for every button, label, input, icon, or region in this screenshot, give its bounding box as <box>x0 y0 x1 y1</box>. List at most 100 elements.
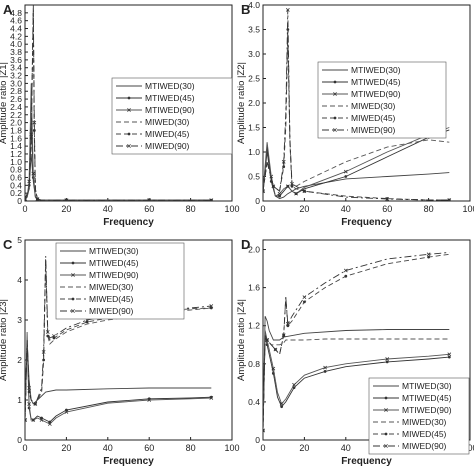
series-point <box>385 357 390 361</box>
series-point <box>292 382 296 387</box>
series-point <box>33 402 38 406</box>
panel-c: 0 20 40 60 80 100 0 1 2 3 4 5 Frequency Amplitude rat… <box>0 235 240 467</box>
legend-entry: MIWED(45) <box>402 429 447 439</box>
series-point <box>263 189 265 194</box>
series-line-miwed45 <box>263 253 450 431</box>
legend: MTIWED(30) MTIWED(45) MTIWED(90) MIWED(30) M… <box>55 242 185 320</box>
x-tick-label: 60 <box>382 204 392 214</box>
y-tick-label: 3.5 <box>248 25 260 35</box>
legend: MTIWED(30) MTIWED(45) MTIWED(90) MIWED(30) M… <box>368 377 470 455</box>
y-tick-label: 1.0 <box>10 157 22 167</box>
series-point <box>290 184 294 188</box>
x-tick-label: 60 <box>144 443 154 453</box>
series-point <box>344 274 348 278</box>
y-tick-label: 4.0 <box>10 39 22 49</box>
y-tick-label: 3.0 <box>248 49 260 59</box>
series-point <box>278 194 281 198</box>
series-point <box>294 191 299 196</box>
legend-entry: MTIWED(30) <box>89 246 139 256</box>
series-point <box>285 321 290 326</box>
legend-box <box>317 61 447 139</box>
y-axis-label: Amplitude ratio |Z1| <box>0 62 9 144</box>
legend: MTIWED(30) MTIWED(45) MTIWED(90) MIWED(30) M… <box>317 61 447 139</box>
series-point <box>27 386 32 390</box>
legend-entry: MIWED(30) <box>402 417 447 427</box>
x-tick-label: 80 <box>186 204 196 214</box>
legend-entry: MIWED(45) <box>145 129 190 139</box>
series-point <box>31 171 36 176</box>
series-line-mtiwed30 <box>25 153 212 201</box>
panel-label: C <box>3 237 13 252</box>
y-tick-label: 4.8 <box>10 8 22 18</box>
y-tick-label: 3.2 <box>10 71 22 81</box>
x-tick-label: 20 <box>299 443 309 453</box>
series-point <box>47 422 52 426</box>
legend-entry: MTIWED(45) <box>402 393 452 403</box>
x-tick-label: 0 <box>22 204 27 214</box>
series-line-mtiwed90 <box>25 331 212 425</box>
series-point <box>385 197 390 201</box>
legend-entry: MTIWED(30) <box>402 381 452 391</box>
legend-marker <box>127 96 131 100</box>
x-axis-label: Frequency <box>341 456 392 467</box>
y-tick-label: 0.4 <box>10 180 22 190</box>
y-axis-label: Amplitude ratio |Z4| <box>236 299 247 381</box>
series-line-mtiwed30 <box>25 339 212 421</box>
legend-entry: MIWED(30) <box>89 282 134 292</box>
y-tick-label: 4.0 <box>248 0 260 10</box>
series-line-mtiwed45 <box>263 335 450 431</box>
y-tick-label: 1.8 <box>10 125 22 135</box>
series-point <box>385 360 389 364</box>
series-point <box>285 184 290 189</box>
series-point <box>280 405 284 409</box>
series-point <box>42 358 46 362</box>
series-point <box>303 300 306 304</box>
series-point <box>281 333 286 338</box>
series-group <box>25 5 214 201</box>
legend-box <box>55 242 185 320</box>
y-tick-label: 3 <box>17 315 22 325</box>
y-tick-label: 0.2 <box>10 188 22 198</box>
series-point <box>323 365 327 370</box>
y-tick-label: 0.6 <box>10 172 22 182</box>
y-tick-label: 4.4 <box>10 24 22 34</box>
legend-entry: MTIWED(30) <box>351 65 401 75</box>
y-tick-label: 2 <box>17 355 22 365</box>
legend-box <box>368 377 470 455</box>
series-point <box>290 181 294 186</box>
legend-entry: MTIWED(30) <box>145 81 195 91</box>
legend: MTIWED(30) MTIWED(45) MTIWED(90) MIWED(30) M… <box>111 77 233 155</box>
legend-marker <box>384 432 388 436</box>
series-point <box>323 370 327 373</box>
x-tick-label: 40 <box>103 204 113 214</box>
series-point <box>45 330 50 334</box>
x-tick-label: 100 <box>224 204 239 214</box>
y-tick-label: 2.6 <box>10 94 22 104</box>
panel-a: 0 20 40 60 80 100 00.20.40.60.81.01.21.41.61.8… <box>0 2 240 228</box>
legend-entry: MTIWED(45) <box>351 77 401 87</box>
series-point <box>65 408 68 412</box>
x-axis-label: Frequency <box>103 217 154 228</box>
legend-entry: MIWED(30) <box>145 117 190 127</box>
series-point <box>29 132 34 137</box>
plot-frame <box>24 239 233 441</box>
legend-entry: MIWED(30) <box>351 101 396 111</box>
y-tick-label: 1.4 <box>10 141 22 151</box>
x-tick-label: 80 <box>186 443 196 453</box>
series-point <box>31 418 36 422</box>
series-point <box>285 8 290 12</box>
y-tick-label: 2.5 <box>248 74 260 84</box>
y-tick-label: 5 <box>17 235 22 245</box>
y-tick-label: 2.0 <box>10 118 22 128</box>
legend-marker <box>127 108 131 112</box>
series-point <box>85 320 89 324</box>
x-tick-label: 60 <box>144 204 154 214</box>
series-point <box>35 197 40 201</box>
legend-entry: MIWED(90) <box>351 125 396 135</box>
legend-entry: MTIWED(90) <box>145 105 195 115</box>
legend-box <box>111 77 233 155</box>
series-point <box>277 191 282 196</box>
y-tick-label: 2.4 <box>10 102 22 112</box>
x-axis-label: Frequency <box>341 217 392 228</box>
